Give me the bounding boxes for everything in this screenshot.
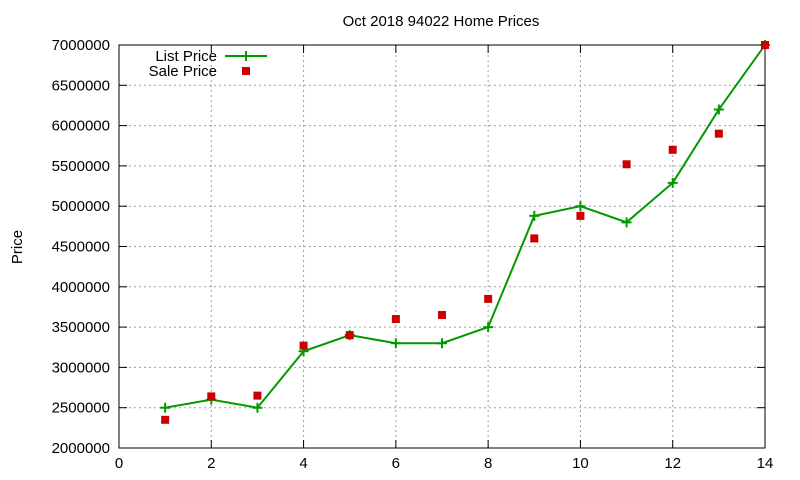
point-sale-price bbox=[761, 41, 769, 49]
grid bbox=[119, 45, 765, 448]
x-tick-label: 12 bbox=[664, 455, 681, 472]
point-list-price bbox=[483, 322, 494, 333]
point-sale-price bbox=[668, 145, 677, 154]
point-sale-price bbox=[345, 331, 354, 340]
x-tick-label: 2 bbox=[207, 455, 215, 472]
point-sale-price bbox=[391, 315, 400, 324]
y-tick-label: 7000000 bbox=[52, 37, 110, 54]
point-sale-price bbox=[207, 392, 216, 401]
y-tick-label: 4000000 bbox=[52, 279, 110, 296]
y-tick-label: 2500000 bbox=[52, 400, 110, 417]
legend-label-sale-price: Sale Price bbox=[149, 63, 217, 80]
point-sale-price bbox=[161, 415, 170, 424]
point-list-price bbox=[252, 402, 263, 413]
y-tick-label: 3000000 bbox=[52, 359, 110, 376]
x-tick-label: 4 bbox=[299, 455, 307, 472]
legend-label-list-price: List Price bbox=[155, 48, 217, 65]
x-tick-label: 10 bbox=[572, 455, 589, 472]
point-list-price bbox=[437, 338, 447, 349]
y-tick-label: 5000000 bbox=[52, 198, 110, 215]
point-sale-price bbox=[484, 294, 493, 303]
point-sale-price bbox=[530, 234, 539, 243]
x-tick-label: 0 bbox=[115, 455, 123, 472]
chart-title: Oct 2018 94022 Home Prices bbox=[343, 13, 540, 30]
legend: List Price Sale Price bbox=[149, 48, 267, 80]
series bbox=[160, 40, 770, 424]
point-list-price bbox=[667, 177, 678, 188]
point-list-price bbox=[529, 210, 540, 221]
point-sale-price bbox=[576, 211, 585, 220]
axis-ticks: 2000000250000030000003500000400000045000… bbox=[52, 37, 774, 472]
point-sale-price bbox=[622, 160, 631, 169]
legend-marker-sale-price bbox=[242, 67, 250, 75]
x-tick-label: 8 bbox=[484, 455, 492, 472]
x-tick-label: 6 bbox=[392, 455, 400, 472]
point-sale-price bbox=[299, 341, 308, 350]
point-list-price bbox=[575, 201, 586, 212]
y-tick-label: 2000000 bbox=[52, 440, 110, 457]
point-sale-price bbox=[253, 391, 262, 400]
point-list-price bbox=[713, 104, 724, 115]
x-tick-label: 14 bbox=[757, 455, 774, 472]
y-tick-label: 3500000 bbox=[52, 319, 110, 336]
y-tick-label: 5500000 bbox=[52, 158, 110, 175]
y-axis-label: Price bbox=[9, 230, 26, 264]
point-list-price bbox=[621, 217, 632, 228]
y-tick-label: 6000000 bbox=[52, 118, 110, 135]
y-tick-label: 4500000 bbox=[52, 239, 110, 256]
point-list-price bbox=[160, 402, 171, 413]
point-list-price bbox=[390, 338, 401, 349]
point-sale-price bbox=[714, 129, 723, 138]
series-line-list-price bbox=[164, 44, 766, 409]
point-sale-price bbox=[438, 311, 446, 320]
legend-marker-list-price bbox=[241, 51, 251, 61]
y-tick-label: 6500000 bbox=[52, 77, 110, 94]
